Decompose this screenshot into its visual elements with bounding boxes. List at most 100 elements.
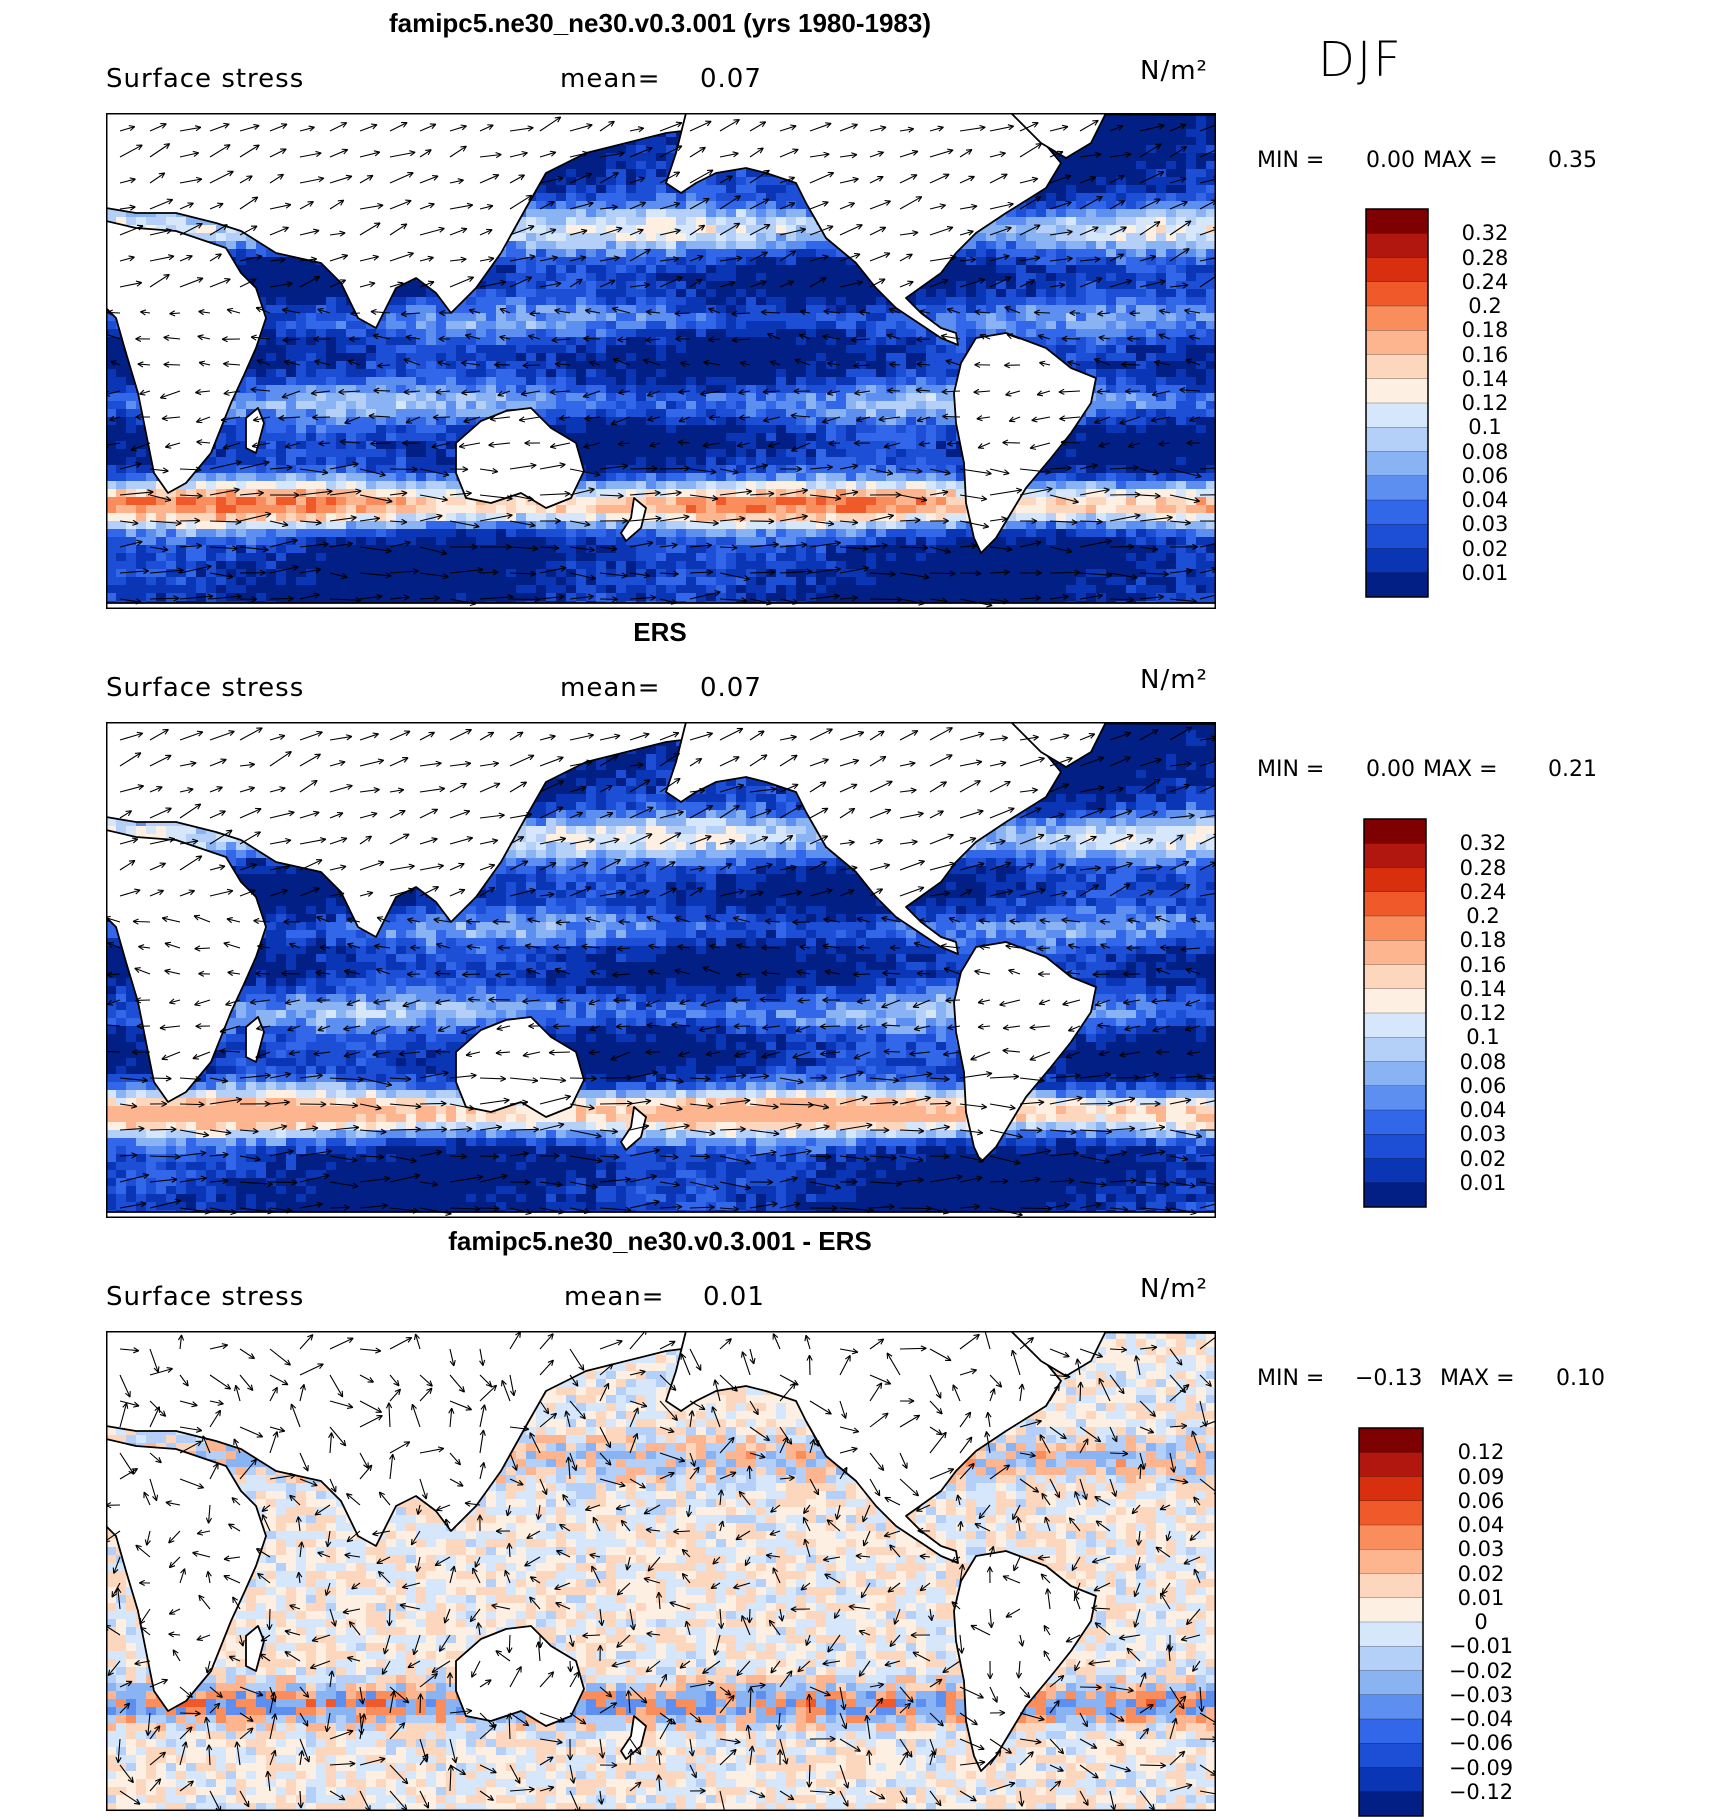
colorbar-swatch — [1364, 940, 1426, 965]
colorbar-swatch — [1366, 330, 1428, 355]
colorbar-swatch — [1364, 1086, 1426, 1111]
colorbar-swatch — [1366, 379, 1428, 404]
map-plot — [106, 1331, 1216, 1811]
colorbar-swatch — [1364, 819, 1426, 844]
colorbar-swatch — [1359, 1671, 1423, 1696]
colorbar-tick-label: 0 — [1436, 1610, 1526, 1634]
colorbar-swatch — [1366, 282, 1428, 307]
colorbar-tick-label: 0.2 — [1440, 294, 1530, 318]
colorbar-tick-label: 0.08 — [1438, 1050, 1528, 1074]
colorbar-tick-label: 0.24 — [1438, 880, 1528, 904]
mean-value: 0.07 — [700, 64, 762, 94]
colorbar-swatch — [1364, 868, 1426, 893]
max-value: 0.35 — [1548, 148, 1597, 173]
colorbar-swatch — [1364, 965, 1426, 990]
colorbar-tick-label: 0.2 — [1438, 904, 1528, 928]
colorbar-swatch — [1359, 1574, 1423, 1599]
colorbar-swatch — [1366, 549, 1428, 574]
colorbar-tick-label: 0.24 — [1440, 270, 1530, 294]
colorbar-tick-label: 0.12 — [1438, 1001, 1528, 1025]
colorbar-tick-label: 0.14 — [1438, 977, 1528, 1001]
colorbar-tick-label: −0.01 — [1436, 1634, 1526, 1658]
colorbar-tick-label: 0.1 — [1440, 415, 1530, 439]
colorbar-swatch — [1359, 1428, 1423, 1453]
colorbar-swatch — [1364, 1110, 1426, 1135]
colorbar-tick-label: −0.09 — [1436, 1756, 1526, 1780]
max-label: MAX = — [1440, 1366, 1515, 1391]
mean-value: 0.01 — [703, 1282, 765, 1312]
colorbar-swatch — [1366, 258, 1428, 283]
colorbar-tick-label: 0.01 — [1436, 1586, 1526, 1610]
colorbar — [1358, 1427, 1424, 1817]
colorbar-tick-label: −0.02 — [1436, 1659, 1526, 1683]
panel-observation: ERS Surface stress mean= 0.07 N/m² MIN =… — [0, 610, 1710, 1220]
colorbar-tick-label: 0.03 — [1436, 1537, 1526, 1561]
colorbar-tick-label: 0.06 — [1440, 464, 1530, 488]
colorbar-swatch — [1359, 1695, 1423, 1720]
colorbar-swatch — [1366, 524, 1428, 549]
colorbar-tick-label: 0.02 — [1440, 537, 1530, 561]
variable-label: Surface stress — [106, 673, 304, 703]
colorbar-tick-label: 0.28 — [1438, 856, 1528, 880]
max-label: MAX = — [1423, 757, 1498, 782]
colorbar-tick-label: 0.14 — [1440, 367, 1530, 391]
max-label: MAX = — [1423, 148, 1498, 173]
colorbar-swatch — [1364, 1159, 1426, 1184]
min-label: MIN = — [1257, 148, 1324, 173]
min-label: MIN = — [1257, 1366, 1324, 1391]
colorbar-tick-label: 0.1 — [1438, 1025, 1528, 1049]
colorbar-swatch — [1359, 1719, 1423, 1744]
units-label: N/m² — [1140, 1274, 1208, 1304]
colorbar-swatch — [1364, 892, 1426, 917]
colorbar-swatch — [1366, 306, 1428, 331]
colorbar-tick-label: −0.12 — [1436, 1780, 1526, 1804]
colorbar-swatch — [1366, 573, 1428, 598]
colorbar-swatch — [1364, 989, 1426, 1014]
units-label: N/m² — [1140, 665, 1208, 695]
colorbar — [1363, 818, 1427, 1208]
colorbar-swatch — [1366, 427, 1428, 452]
colorbar-swatch — [1359, 1477, 1423, 1502]
colorbar-swatch — [1366, 209, 1428, 234]
panel-difference: famipc5.ne30_ne30.v0.3.001 - ERS Surface… — [0, 1220, 1710, 1815]
units-label: N/m² — [1140, 56, 1208, 86]
colorbar-swatch — [1366, 403, 1428, 428]
colorbar-tick-label: 0.01 — [1438, 1171, 1528, 1195]
panel-title: famipc5.ne30_ne30.v0.3.001 - ERS — [106, 1226, 1214, 1257]
colorbar-swatch — [1366, 476, 1428, 501]
mean-value: 0.07 — [700, 673, 762, 703]
min-value: −0.13 — [1355, 1366, 1422, 1391]
colorbar-swatch — [1364, 1037, 1426, 1062]
colorbar-tick-label: 0.04 — [1440, 488, 1530, 512]
colorbar-tick-label: 0.08 — [1440, 440, 1530, 464]
colorbar-swatch — [1364, 916, 1426, 941]
colorbar-swatch — [1359, 1452, 1423, 1477]
colorbar-tick-label: −0.06 — [1436, 1731, 1526, 1755]
colorbar-tick-label: 0.12 — [1436, 1440, 1526, 1464]
colorbar-swatch — [1366, 452, 1428, 477]
colorbar-swatch — [1366, 500, 1428, 525]
colorbar-tick-label: 0.09 — [1436, 1465, 1526, 1489]
variable-label: Surface stress — [106, 64, 304, 94]
colorbar-swatch — [1359, 1792, 1423, 1817]
mean-label: mean= — [564, 1282, 665, 1312]
colorbar-tick-label: −0.04 — [1436, 1707, 1526, 1731]
colorbar-swatch — [1359, 1501, 1423, 1526]
map-plot — [106, 722, 1216, 1218]
colorbar — [1365, 208, 1429, 598]
variable-label: Surface stress — [106, 1282, 304, 1312]
colorbar-tick-label: 0.04 — [1438, 1098, 1528, 1122]
colorbar-tick-label: 0.06 — [1436, 1489, 1526, 1513]
colorbar-swatch — [1359, 1622, 1423, 1647]
colorbar-tick-label: 0.01 — [1440, 561, 1530, 585]
colorbar-tick-label: −0.03 — [1436, 1683, 1526, 1707]
min-value: 0.00 — [1366, 148, 1415, 173]
mean-label: mean= — [560, 673, 661, 703]
colorbar-swatch — [1364, 843, 1426, 868]
colorbar-tick-label: 0.32 — [1440, 221, 1530, 245]
colorbar-swatch — [1359, 1646, 1423, 1671]
colorbar-tick-label: 0.28 — [1440, 246, 1530, 270]
